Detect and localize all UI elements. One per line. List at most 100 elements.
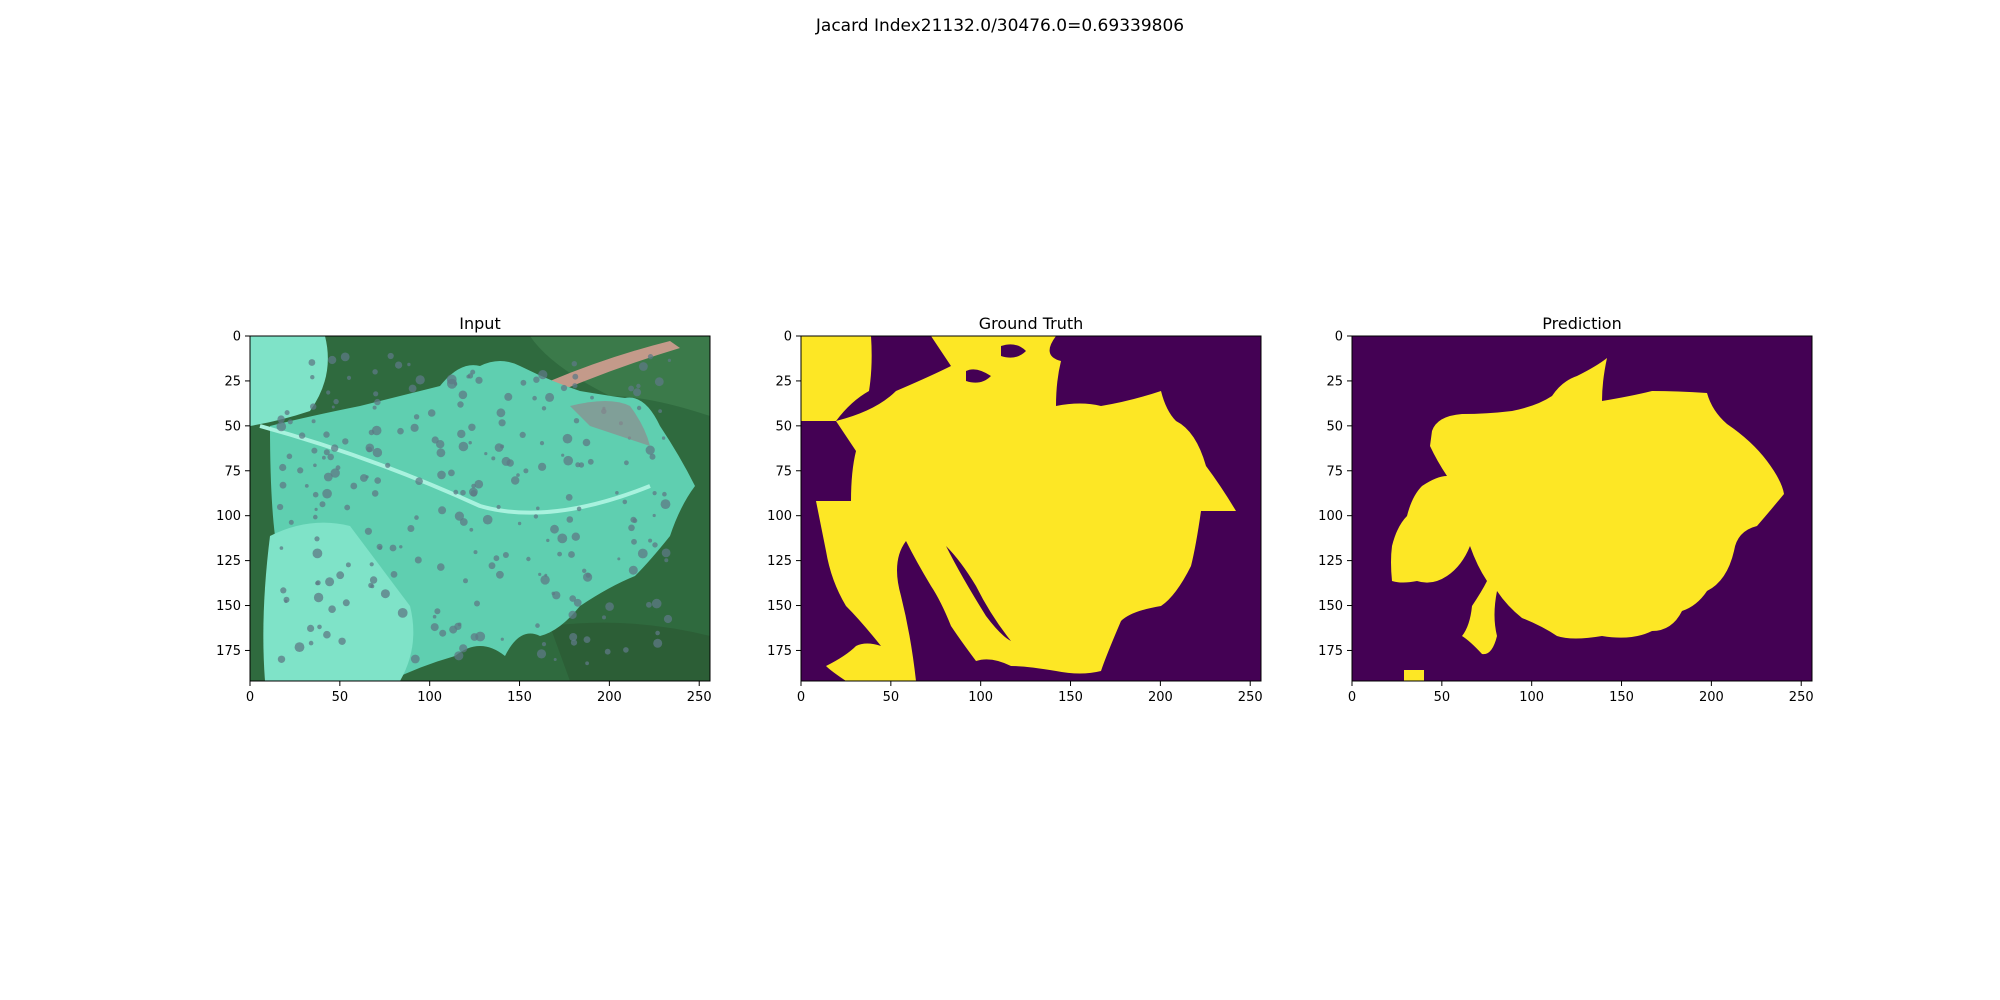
leaf-spot (628, 524, 635, 532)
leaf-spot (387, 352, 394, 360)
y-tick-label: 50 (775, 419, 792, 434)
leaf-spot (652, 491, 657, 496)
foliage-patch (530, 336, 710, 416)
leaf-spot (500, 444, 505, 449)
leaf-spot (661, 436, 666, 440)
leaf-spot (632, 518, 638, 524)
input-image (250, 336, 710, 681)
leaf-spot (615, 491, 619, 495)
leaf-spot (279, 546, 284, 550)
leaf-spot (573, 418, 580, 424)
leaf-spot (446, 374, 457, 385)
axes-frame (249, 335, 711, 682)
y-tick-label: 175 (216, 644, 241, 659)
leaf-spot (572, 373, 579, 380)
leaf-spot (372, 369, 378, 375)
leaf-spot (298, 432, 306, 439)
leaf-spot (430, 623, 439, 632)
leaf-spot (345, 562, 351, 568)
leaf-spot (585, 661, 589, 666)
x-tick-label: 200 (597, 690, 622, 705)
x-tick-label: 0 (1348, 690, 1356, 705)
x-tick-label: 100 (417, 690, 442, 705)
leaf-spot (313, 463, 317, 468)
leaf-spot (308, 359, 316, 366)
leaf-spot (331, 405, 335, 409)
leaf-spot (304, 484, 309, 488)
leaf-spot (623, 647, 629, 653)
leaf-spot (410, 423, 419, 432)
leaf-spot (407, 362, 411, 367)
y-tick-label: 0 (1335, 330, 1343, 345)
leaf-spot (431, 436, 439, 444)
leaf-spot (328, 605, 336, 613)
x-tick-label: 50 (1434, 690, 1451, 705)
leaf-spot (389, 544, 397, 552)
leaf-spot (448, 469, 455, 477)
leaf-spot (322, 488, 332, 499)
leaf-spot (279, 463, 287, 472)
x-tick-label: 250 (687, 690, 712, 705)
x-tick-label: 150 (1609, 690, 1634, 705)
leaf-spot (636, 383, 641, 389)
leaf-spot (317, 624, 322, 630)
leaf-spot (576, 506, 582, 512)
leaf-spot (653, 638, 663, 648)
leaf-spot (664, 558, 669, 563)
leaf-spot (468, 441, 472, 445)
panel-input: Input (210, 314, 711, 706)
leaf-spot (414, 556, 422, 564)
leaf-spot (572, 383, 578, 389)
y-tick-label: 0 (233, 330, 241, 345)
leaf-spot (493, 555, 500, 562)
x-tick-label: 200 (1148, 690, 1173, 705)
panel-title: Input (459, 314, 500, 333)
leaf-spot (587, 458, 594, 465)
leaf-spot (397, 427, 404, 435)
leaf-spot (633, 388, 642, 397)
y-axis: 0 25 50 75 100 125 150 175 (216, 330, 250, 659)
leaf-spot (437, 470, 446, 480)
leaf-spot (538, 462, 547, 471)
y-tick-label: 100 (767, 509, 792, 524)
leaf-spot (415, 477, 423, 485)
leaf-spot (520, 379, 527, 386)
leaf-spot (541, 642, 547, 647)
leaf-spot (583, 636, 591, 643)
leaf-spot (427, 409, 436, 417)
leaf-spot (330, 468, 340, 478)
leaf-spot (460, 489, 466, 496)
y-tick-label: 150 (216, 599, 241, 614)
y-tick-label: 125 (216, 554, 241, 569)
leaf-spot (364, 527, 372, 535)
leaf-spot (457, 429, 466, 439)
leaf-spot (604, 648, 611, 655)
leaf-spot (436, 448, 446, 458)
x-tick-label: 50 (332, 690, 349, 705)
leaf-spot (561, 453, 565, 457)
leaf-spot (322, 455, 326, 460)
x-tick-label: 250 (1789, 690, 1814, 705)
x-tick-label: 150 (507, 690, 532, 705)
leaf-spot (571, 532, 580, 541)
leaf-spot (372, 447, 383, 458)
leaf-spot (366, 446, 373, 453)
leaf-spot (498, 419, 506, 427)
leaf-spot (437, 563, 445, 571)
leaf-spot (311, 447, 318, 454)
leaf-spot (368, 429, 375, 436)
leaf-spot (459, 644, 468, 653)
leaf-spot (553, 658, 557, 661)
y-tick-label: 75 (1326, 464, 1343, 479)
x-axis: 0 50 100 150 200 250 (1348, 681, 1814, 705)
leaf-spot (454, 511, 464, 521)
leaf-spot (326, 390, 331, 395)
leaf-spot (661, 548, 671, 558)
leaf-spot (532, 395, 537, 401)
leaf-spot (517, 521, 522, 526)
leaf-spot (511, 476, 520, 485)
leaf-spot (590, 395, 594, 400)
leaf-spot (645, 445, 655, 455)
leaf-spot (342, 599, 350, 607)
leaf-spot (312, 548, 323, 559)
